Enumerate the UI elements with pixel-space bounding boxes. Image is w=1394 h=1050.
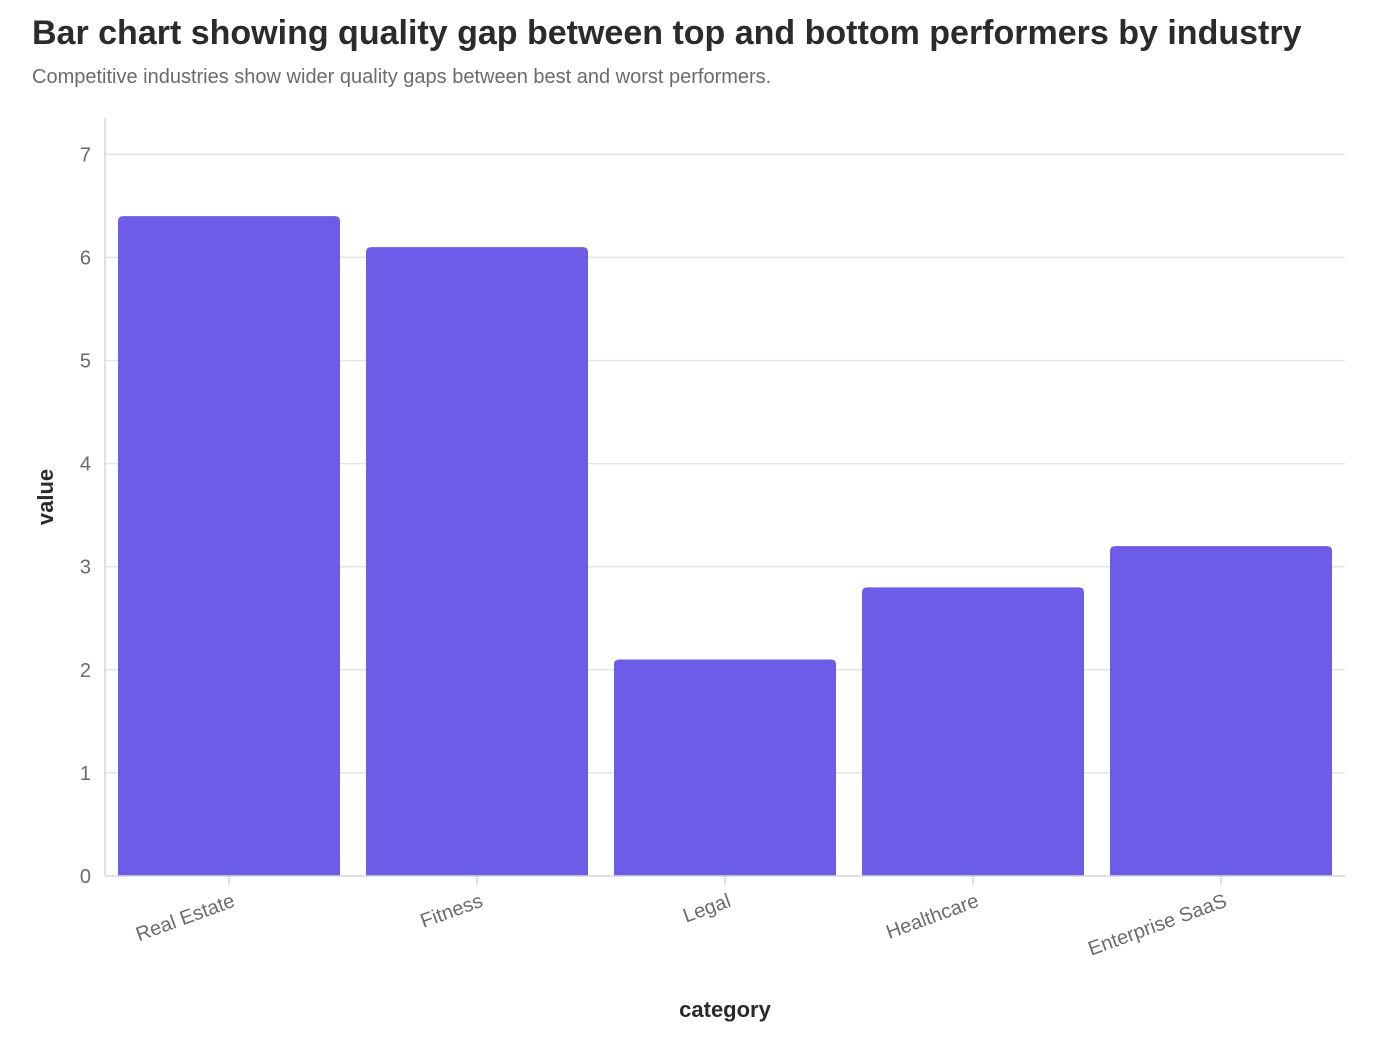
- x-tick-label: Real Estate: [133, 890, 238, 946]
- y-tick-label: 6: [80, 247, 91, 269]
- y-tick-label: 5: [80, 351, 91, 373]
- bar-fitness: [366, 247, 588, 877]
- y-tick-label: 2: [80, 660, 91, 682]
- y-tick-label: 0: [80, 866, 91, 888]
- bar-enterprise-saas: [1110, 546, 1332, 876]
- y-tick-label: 7: [80, 144, 91, 166]
- bar-legal: [614, 659, 836, 876]
- x-tick-label: Enterprise SaaS: [1085, 890, 1229, 960]
- bar-real-estate: [118, 216, 340, 876]
- y-axis-ticks: 0 1 2 3 4 5 6 7: [80, 144, 91, 888]
- bar-healthcare: [862, 587, 1084, 876]
- x-axis-ticks: Real Estate Fitness Legal Healthcare Enterpr…: [133, 876, 1230, 961]
- y-tick-label: 3: [80, 557, 91, 579]
- y-tick-label: 4: [80, 454, 91, 476]
- chart-subtitle: Competitive industries show wider qualit…: [32, 66, 772, 88]
- y-tick-label: 1: [80, 763, 91, 785]
- x-tick-label: Healthcare: [883, 890, 981, 944]
- x-tick-label: Legal: [680, 890, 734, 927]
- y-axis-title: value: [33, 469, 58, 525]
- bars: [118, 216, 1332, 877]
- chart-title: Bar chart showing quality gap between to…: [32, 14, 1302, 52]
- x-axis-title: category: [679, 997, 771, 1022]
- x-tick-label: Fitness: [418, 890, 486, 933]
